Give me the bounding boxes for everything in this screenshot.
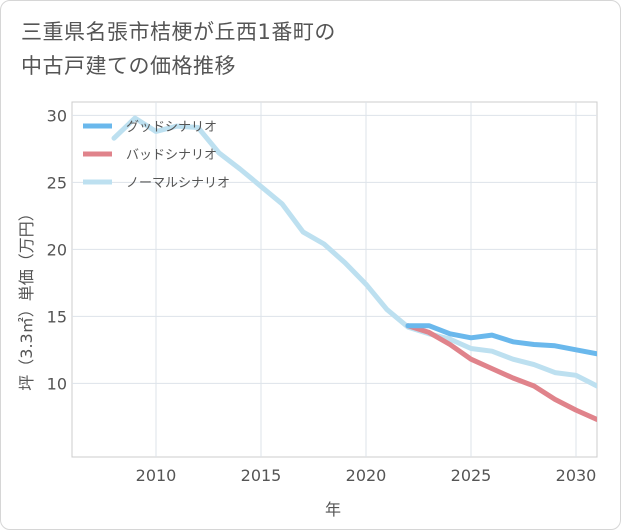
y-axis-title: 坪（3.3㎡）単価（万円） [17,205,36,390]
y-tick-label: 10 [47,374,67,393]
legend-label: ノーマルシナリオ [126,176,230,191]
y-tick-label: 20 [47,240,67,259]
x-tick-label: 2030 [556,466,597,485]
series-lines [111,115,597,422]
legend-label: グッドシナリオ [126,120,217,135]
series-line-1 [405,323,597,422]
x-tick-label: 2015 [241,466,282,485]
chart-title-line-2: 中古戸建ての価格推移 [21,54,236,78]
x-tick-label: 2020 [346,466,387,485]
chart-title-line-1: 三重県名張市桔梗が丘西1番町の [21,20,336,44]
chart-title: 三重県名張市桔梗が丘西1番町の 中古戸建ての価格推移 [21,15,336,83]
x-tick-label: 2010 [136,466,177,485]
y-tick-label: 30 [47,106,67,125]
plot-frame [71,101,598,458]
series-line-0 [405,323,597,357]
series-line-2 [111,115,597,389]
y-tick-label: 25 [47,173,67,192]
legend-label: バッドシナリオ [126,148,217,163]
x-axis-title: 年 [325,500,341,519]
grid-lines [72,102,597,457]
x-tick-label: 2025 [451,466,492,485]
y-tick-label: 15 [47,307,67,326]
